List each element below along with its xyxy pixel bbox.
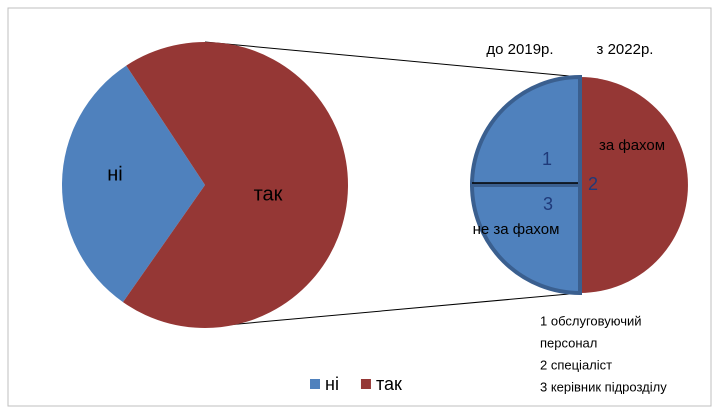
legend-label: так: [376, 374, 402, 394]
slice-label: ні: [107, 163, 123, 185]
legend-swatch: [360, 379, 371, 389]
slice-label: 3: [543, 194, 553, 214]
slice-label: так: [254, 183, 283, 205]
annotation: не за фахом: [473, 221, 560, 238]
connector: [204, 41, 581, 78]
connector: [204, 292, 581, 328]
pie-slice: [469, 183, 582, 296]
note: персонал: [540, 335, 597, 350]
annotation: до 2019р.: [486, 41, 553, 58]
pie-slice: [122, 41, 349, 328]
legend-swatch: [310, 379, 320, 389]
pie-slice: [469, 74, 582, 187]
annotation: за фахом: [599, 137, 665, 154]
note: 2 спеціаліст: [540, 357, 612, 372]
note: 1 обслуговуючий: [540, 313, 642, 328]
annotation: з 2022р.: [597, 41, 654, 58]
legend-label: ні: [325, 374, 339, 394]
note: 3 керівник підрозділу: [540, 379, 667, 394]
slice-label: 1: [542, 149, 552, 169]
pie-slice: [580, 77, 688, 293]
pie-slice: [62, 65, 205, 303]
slice-label: 2: [588, 174, 598, 194]
